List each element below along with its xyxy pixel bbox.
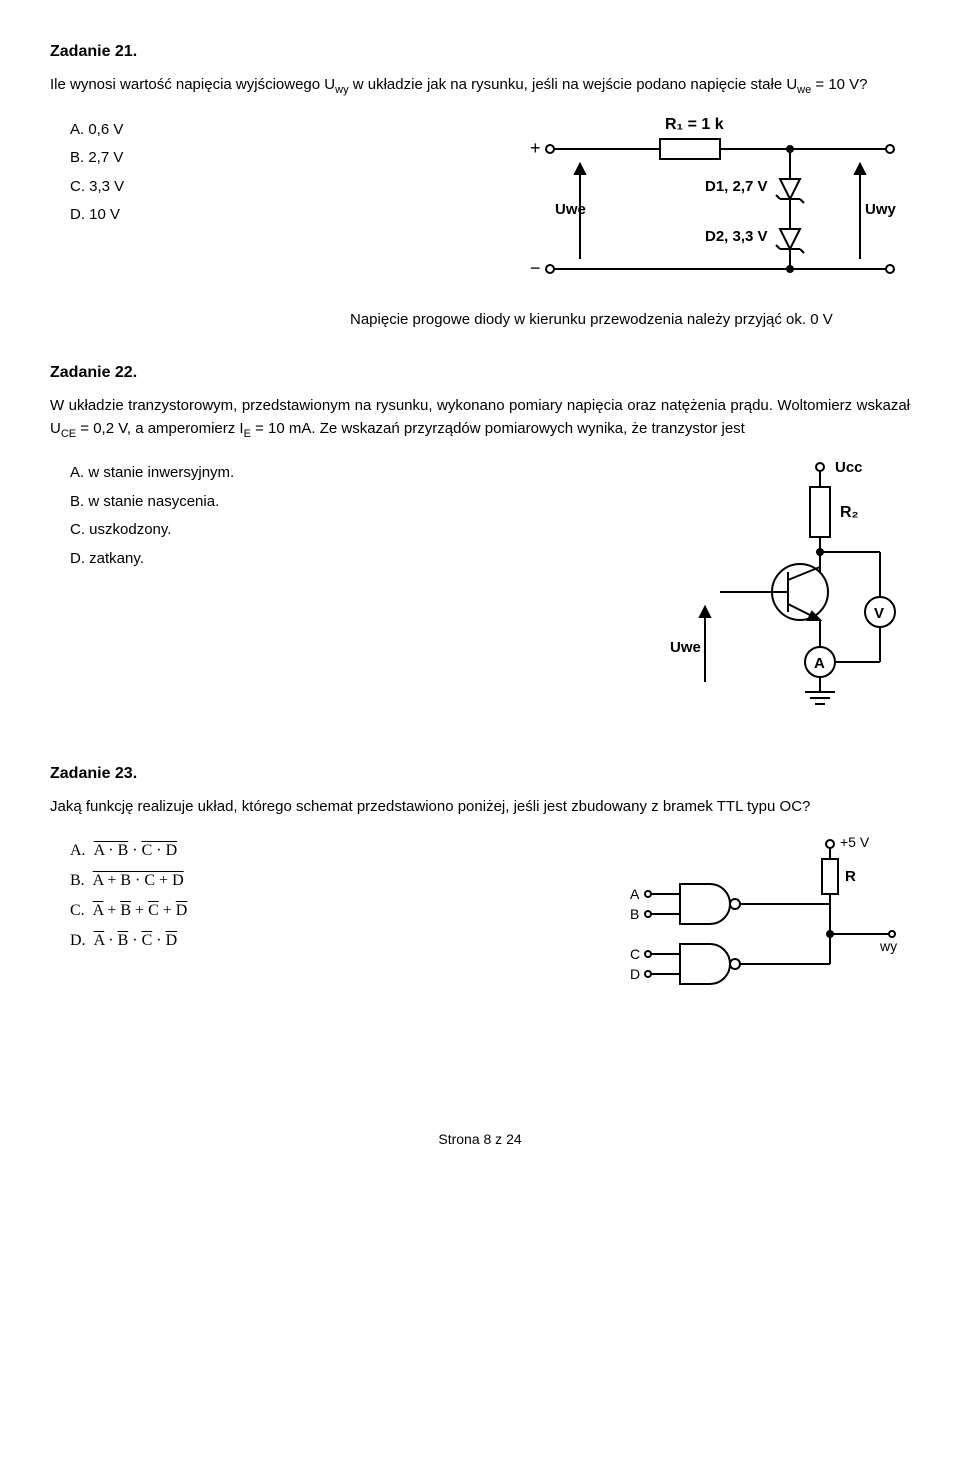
task22-options: A. w stanie inwersyjnym. B. w stanie nas… xyxy=(70,462,630,570)
fig21-plus: + xyxy=(530,138,541,158)
task21-sub2: we xyxy=(797,84,811,96)
task21-title: Zadanie 21. xyxy=(50,40,910,64)
fig21-minus: − xyxy=(530,258,541,278)
fig22-r2: R₂ xyxy=(840,504,859,521)
task21-note: Napięcie progowe diody w kierunku przewo… xyxy=(350,309,910,332)
task23-title: Zadanie 23. xyxy=(50,762,910,786)
t22-s2: E xyxy=(244,428,251,440)
task23-opt-d: D. A · B · C · D xyxy=(70,929,570,953)
task-23: Zadanie 23. Jaką funkcję realizuje układ… xyxy=(50,762,910,1009)
task21-opt-a: A. 0,6 V xyxy=(70,119,490,142)
fig23-c: C xyxy=(630,946,640,962)
task21-circuit-svg: + − R₁ = 1 k D1, 2,7 V D2, 3,3 V Uwe Uwy xyxy=(510,109,910,289)
task23-body: Jaką funkcję realizuje układ, którego sc… xyxy=(50,796,910,819)
fig22-a: A xyxy=(814,655,825,672)
task23-circuit-svg: +5 V R A B C D wy xyxy=(590,829,910,1009)
task-22: Zadanie 22. W układzie tranzystorowym, p… xyxy=(50,361,910,712)
fig22-ucc: Ucc xyxy=(835,459,863,476)
task21-opt-d: D. 10 V xyxy=(70,204,490,227)
fig21-d2: D2, 3,3 V xyxy=(705,228,768,245)
fig23-5v: +5 V xyxy=(840,834,870,850)
task21-options: A. 0,6 V B. 2,7 V C. 3,3 V D. 10 V xyxy=(70,119,490,227)
task22-circuit-svg: Ucc R₂ Uwe V A xyxy=(650,452,910,712)
task23-options: A. A · B · C · D B. A + B · C + D C. A +… xyxy=(70,839,570,953)
fig23-r: R xyxy=(845,868,856,885)
task21-body-p3: = 10 V? xyxy=(811,76,867,93)
fig22-v: V xyxy=(874,605,884,622)
t22-p2: = 0,2 V, a amperomierz I xyxy=(76,420,243,437)
t22-p3: = 10 mA. Ze wskazań przyrządów pomiarowy… xyxy=(251,420,745,437)
fig22-uwe: Uwe xyxy=(670,639,701,656)
task22-opt-d: D. zatkany. xyxy=(70,548,630,571)
task23-opt-c: C. A + B + C + D xyxy=(70,899,570,923)
fig23-a: A xyxy=(630,886,640,902)
task21-body: Ile wynosi wartość napięcia wyjściowego … xyxy=(50,74,910,99)
task21-opt-c: C. 3,3 V xyxy=(70,176,490,199)
fig23-d: D xyxy=(630,966,640,982)
task22-opt-a: A. w stanie inwersyjnym. xyxy=(70,462,630,485)
fig23-wy: wy xyxy=(879,938,897,954)
task22-opt-b: B. w stanie nasycenia. xyxy=(70,491,630,514)
task-21: Zadanie 21. Ile wynosi wartość napięcia … xyxy=(50,40,910,331)
task23-opt-a: A. A · B · C · D xyxy=(70,839,570,863)
page-footer: Strona 8 z 24 xyxy=(50,1129,910,1150)
task21-body-p2: w układzie jak na rysunku, jeśli na wejś… xyxy=(349,76,798,93)
task22-body: W układzie tranzystorowym, przedstawiony… xyxy=(50,395,910,442)
fig23-b: B xyxy=(630,906,639,922)
fig21-d1: D1, 2,7 V xyxy=(705,178,768,195)
task21-body-p1: Ile wynosi wartość napięcia wyjściowego … xyxy=(50,76,335,93)
t22-s1: CE xyxy=(61,428,76,440)
task22-opt-c: C. uszkodzony. xyxy=(70,519,630,542)
fig21-uwe: Uwe xyxy=(555,201,586,218)
fig21-r1: R₁ = 1 k xyxy=(665,116,724,133)
task21-sub1: wy xyxy=(335,84,348,96)
fig21-uwy: Uwy xyxy=(865,201,897,218)
task23-opt-b: B. A + B · C + D xyxy=(70,869,570,893)
task22-title: Zadanie 22. xyxy=(50,361,910,385)
task21-opt-b: B. 2,7 V xyxy=(70,147,490,170)
